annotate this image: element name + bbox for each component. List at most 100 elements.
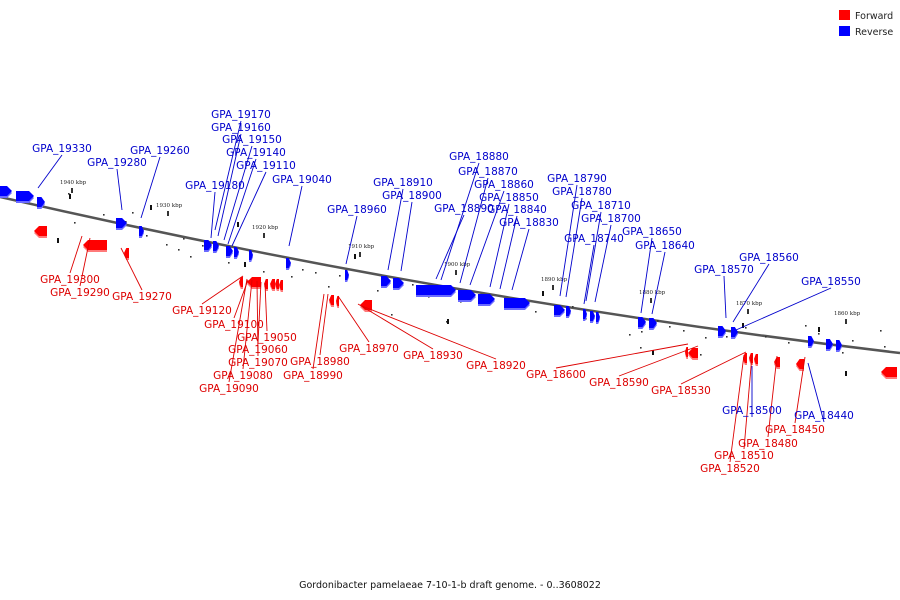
forward-gene[interactable] [796,359,804,371]
forward-gene[interactable] [754,354,758,366]
reverse-gene-label[interactable]: GPA_18780 [552,186,612,198]
forward-gene[interactable] [83,240,107,252]
forward-gene[interactable] [239,277,243,289]
reverse-gene-label[interactable]: GPA_18740 [564,233,624,245]
reverse-gene-label[interactable]: GPA_19150 [222,134,282,146]
forward-gene-label[interactable]: GPA_19120 [172,305,232,317]
reverse-gene-label[interactable]: GPA_18890 [434,203,494,215]
forward-gene[interactable] [685,347,688,359]
forward-gene-label[interactable]: GPA_19090 [199,383,259,395]
reverse-gene-label[interactable]: GPA_19170 [211,109,271,121]
reverse-gene-label[interactable]: GPA_19040 [272,174,332,186]
reverse-gene-label[interactable]: GPA_18700 [581,213,641,225]
reverse-gene[interactable] [226,246,233,258]
forward-gene-label[interactable]: GPA_19100 [204,319,264,331]
forward-gene-label[interactable]: GPA_18480 [738,438,798,450]
forward-gene[interactable] [270,279,275,291]
reverse-gene[interactable] [139,226,144,238]
forward-gene-label[interactable]: GPA_18920 [466,360,526,372]
forward-gene-label[interactable]: GPA_19060 [228,344,288,356]
reverse-gene-label[interactable]: GPA_19280 [87,157,147,169]
forward-gene-label[interactable]: GPA_19270 [112,291,172,303]
reverse-gene[interactable] [478,294,495,306]
forward-gene-label[interactable]: GPA_18520 [700,463,760,475]
reverse-gene-label[interactable]: GPA_18840 [487,204,547,216]
forward-gene[interactable] [247,277,261,289]
reverse-gene[interactable] [808,336,814,348]
reverse-gene-label[interactable]: GPA_18830 [499,217,559,229]
forward-gene-label[interactable]: GPA_19300 [40,274,100,286]
forward-gene[interactable] [279,280,283,292]
reverse-gene[interactable] [731,327,738,339]
reverse-gene-label[interactable]: GPA_18650 [622,226,682,238]
reverse-gene[interactable] [596,312,600,324]
reverse-gene-label[interactable]: GPA_18710 [571,200,631,212]
reverse-gene[interactable] [590,311,595,323]
forward-gene-label[interactable]: GPA_18990 [283,370,343,382]
forward-gene-label[interactable]: GPA_18600 [526,369,586,381]
forward-gene[interactable] [336,296,339,308]
reverse-gene[interactable] [286,258,291,270]
reverse-gene-label[interactable]: GPA_18860 [474,179,534,191]
reverse-gene-label[interactable]: GPA_18870 [458,166,518,178]
forward-gene-label[interactable]: GPA_19050 [237,332,297,344]
forward-gene-label[interactable]: GPA_18930 [403,350,463,362]
reverse-gene[interactable] [0,186,12,198]
reverse-gene[interactable] [826,339,833,351]
reverse-gene-label[interactable]: GPA_19260 [130,145,190,157]
forward-gene-label[interactable]: GPA_19070 [228,357,288,369]
reverse-gene[interactable] [718,326,726,338]
forward-gene-label[interactable]: GPA_18980 [290,356,350,368]
reverse-gene[interactable] [836,340,842,352]
reverse-gene[interactable] [345,270,349,282]
reverse-gene-label[interactable]: GPA_18960 [327,204,387,216]
forward-gene[interactable] [34,226,47,238]
reverse-gene-label[interactable]: GPA_19330 [32,143,92,155]
forward-gene-label[interactable]: GPA_18530 [651,385,711,397]
forward-gene[interactable] [329,295,334,307]
reverse-gene-label[interactable]: GPA_18560 [739,252,799,264]
reverse-gene[interactable] [566,306,571,318]
reverse-gene[interactable] [416,285,456,297]
reverse-gene-label[interactable]: GPA_18570 [694,264,754,276]
reverse-gene[interactable] [204,240,212,252]
reverse-gene-label[interactable]: GPA_18910 [373,177,433,189]
reverse-gene[interactable] [16,191,34,203]
reverse-gene-label[interactable]: GPA_18550 [801,276,861,288]
reverse-gene[interactable] [649,318,657,330]
reverse-gene-label[interactable]: GPA_18900 [382,190,442,202]
forward-gene-label[interactable]: GPA_19290 [50,287,110,299]
forward-gene-label[interactable]: GPA_18510 [714,450,774,462]
reverse-gene[interactable] [583,309,587,321]
forward-gene-label[interactable]: GPA_18970 [339,343,399,355]
forward-gene-label[interactable]: GPA_18590 [589,377,649,389]
reverse-gene[interactable] [458,290,476,302]
feature-dot [391,314,393,316]
reverse-gene[interactable] [554,305,565,317]
reverse-gene-label[interactable]: GPA_19180 [185,180,245,192]
reverse-gene[interactable] [638,317,646,329]
reverse-gene-label[interactable]: GPA_18790 [547,173,607,185]
reverse-gene-label[interactable]: GPA_19160 [211,122,271,134]
reverse-gene[interactable] [37,197,45,209]
reverse-gene[interactable] [393,278,404,290]
reverse-gene-label[interactable]: GPA_18850 [479,192,539,204]
forward-gene[interactable] [264,279,268,291]
reverse-gene-label[interactable]: GPA_19110 [236,160,296,172]
reverse-gene[interactable] [116,218,127,230]
reverse-gene-label[interactable]: GPA_18440 [794,410,854,422]
forward-gene[interactable] [881,367,897,379]
reverse-gene[interactable] [249,250,253,262]
forward-gene-label[interactable]: GPA_18450 [765,424,825,436]
reverse-gene[interactable] [213,241,219,253]
reverse-gene-label[interactable]: GPA_18500 [722,405,782,417]
reverse-gene-label[interactable]: GPA_18880 [449,151,509,163]
forward-gene-label[interactable]: GPA_19080 [213,370,273,382]
reverse-gene-label[interactable]: GPA_18640 [635,240,695,252]
reverse-gene[interactable] [504,298,530,310]
reverse-gene[interactable] [234,247,239,259]
forward-gene[interactable] [275,279,279,291]
reverse-gene-label[interactable]: GPA_19140 [226,147,286,159]
reverse-gene[interactable] [381,276,391,288]
forward-gene[interactable] [688,348,698,360]
